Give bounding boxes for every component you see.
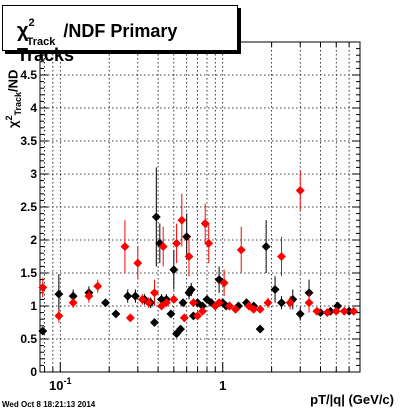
data-point-black: [149, 317, 160, 328]
y-tick-label: 1.5: [20, 266, 37, 280]
y-tick-label: 2: [30, 233, 37, 247]
data-point-red: [184, 251, 194, 262]
grid-lines: [40, 42, 361, 372]
data-point-red: [219, 278, 229, 288]
data-point-red: [197, 306, 207, 316]
data-point-black: [276, 298, 287, 308]
data-point-red: [276, 251, 287, 262]
y-axis-label: χ2Track/ND: [4, 48, 23, 128]
y-tick-label: 1: [30, 299, 37, 313]
y-tick-label: 3.5: [20, 134, 37, 148]
data-point-black: [295, 309, 305, 319]
data-point-red: [200, 218, 210, 229]
data-point-red: [179, 313, 189, 323]
data-point-red: [68, 298, 78, 308]
data-point-red: [133, 258, 143, 268]
data-point-red: [193, 311, 203, 321]
data-point-black: [178, 298, 188, 308]
data-points: [38, 167, 359, 339]
data-point-black: [111, 309, 121, 319]
data-point-black: [261, 242, 271, 252]
data-point-red: [331, 306, 341, 316]
data-point-red: [263, 298, 273, 308]
data-point-red: [54, 311, 64, 321]
data-point-black: [101, 298, 111, 308]
datestamp: Wed Oct 8 18:21:13 2014: [2, 400, 96, 409]
data-point-red: [304, 298, 314, 308]
data-point-red: [161, 298, 171, 308]
data-point-black: [54, 289, 64, 299]
data-point-black: [270, 284, 280, 295]
data-point-black: [186, 284, 196, 295]
ylabel-subscript: Track: [12, 91, 23, 116]
data-point-red: [120, 242, 130, 252]
y-tick-label: 4: [30, 101, 37, 115]
x-tick-label: 10-1: [49, 376, 71, 393]
data-point-red: [177, 215, 187, 225]
data-point-red: [144, 298, 154, 308]
data-point-red: [312, 306, 322, 316]
data-point-black: [255, 324, 265, 334]
title-subscript: Track: [26, 35, 56, 48]
title-text: /NDF Primary Tracks: [17, 21, 178, 65]
data-point-red: [169, 294, 179, 304]
data-point-red: [339, 306, 349, 316]
data-point-red: [236, 245, 246, 255]
ylabel-text: /ND: [5, 69, 21, 92]
y-tick-label: 0.5: [20, 332, 37, 346]
data-point-red: [214, 298, 224, 308]
data-point-red: [249, 304, 259, 314]
data-point-red: [349, 306, 359, 316]
data-point-red: [224, 301, 235, 311]
data-point-red: [322, 308, 332, 318]
data-point-red: [204, 238, 214, 248]
y-tick-label: 0: [30, 365, 37, 379]
x-tick-label: 1: [219, 378, 226, 393]
data-point-red: [149, 288, 160, 298]
data-point-red: [158, 242, 168, 252]
x-axis-label: pT/|q| (GeV/c): [310, 392, 394, 407]
y-tick-label: 2.5: [20, 200, 37, 214]
data-point-red: [255, 304, 265, 314]
data-point-red: [285, 298, 295, 308]
data-point-red: [231, 304, 241, 314]
y-tick-label: 4.5: [20, 68, 37, 82]
title-chi-symbol: χ: [17, 20, 29, 42]
data-point-black: [166, 309, 176, 319]
title-superscript: 2: [28, 17, 35, 29]
data-point-red: [125, 313, 135, 323]
data-point-black: [151, 212, 161, 222]
chart-title: χ2 Track/NDF Primary Tracks: [2, 5, 238, 65]
ylabel-chi-symbol: χ: [5, 120, 21, 128]
axes: 0 0.5 1 1.5 2 2.5 3 3.5 4 4.5 10-1 1: [20, 41, 361, 393]
data-point-red: [172, 238, 182, 248]
ylabel-superscript: 2: [4, 115, 14, 121]
data-point-black: [123, 291, 133, 301]
data-point-black: [182, 232, 192, 242]
data-point-red: [38, 282, 48, 293]
data-point-red: [137, 294, 147, 304]
data-point-black: [38, 326, 48, 336]
data-point-black: [176, 324, 186, 334]
data-point-red: [188, 298, 198, 308]
data-point-black: [169, 265, 179, 275]
data-point-red: [295, 185, 305, 196]
data-point-red: [93, 281, 103, 291]
y-tick-label: 3: [30, 167, 37, 181]
data-point-red: [84, 291, 94, 301]
data-point-black: [130, 291, 140, 301]
